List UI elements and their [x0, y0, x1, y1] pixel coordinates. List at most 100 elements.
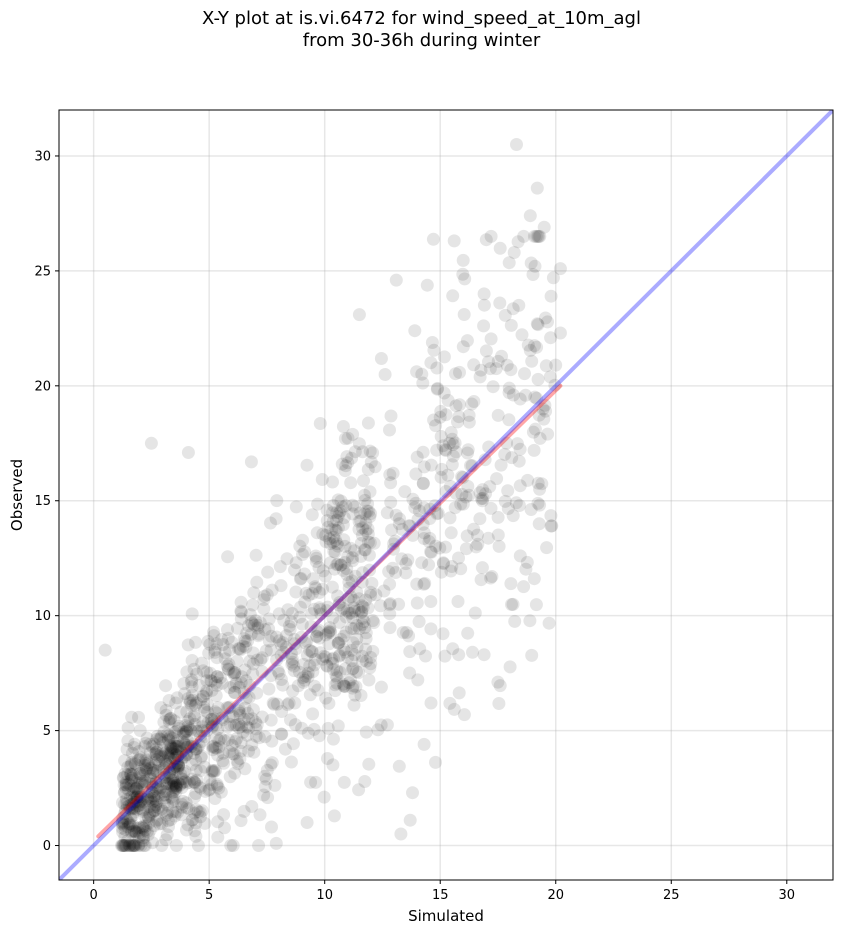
scatter-point: [383, 577, 397, 591]
scatter-point: [359, 593, 373, 607]
scatter-point: [169, 780, 183, 794]
scatter-point: [291, 679, 305, 693]
scatter-point: [303, 688, 317, 702]
scatter-point: [285, 655, 299, 669]
scatter-point: [203, 773, 217, 787]
scatter-point: [449, 486, 463, 500]
scatter-point: [394, 827, 408, 841]
scatter-point: [383, 423, 396, 437]
scatter-point: [211, 830, 225, 844]
scatter-point: [334, 558, 348, 572]
scatter-point: [305, 508, 319, 522]
scatter-point: [151, 781, 165, 795]
scatter-point: [384, 495, 398, 509]
scatter-point: [474, 363, 488, 377]
scatter-point: [452, 648, 466, 662]
scatter-point: [530, 340, 544, 354]
scatter-point: [535, 477, 549, 491]
scatter-point: [346, 662, 359, 676]
scatter-point: [352, 308, 366, 322]
scatter-point: [160, 757, 174, 771]
scatter-point: [163, 730, 177, 744]
scatter-point: [336, 500, 350, 514]
scatter-point: [453, 365, 466, 379]
scatter-point: [506, 597, 520, 611]
scatter-point: [316, 582, 330, 596]
scatter-point: [132, 839, 146, 852]
scatter-point: [316, 527, 330, 541]
scatter-point: [131, 784, 145, 798]
scatter-point: [344, 476, 358, 490]
scatter-point: [484, 501, 498, 515]
scatter-point: [321, 752, 334, 765]
scatter-point: [208, 792, 222, 805]
scatter-point: [321, 721, 335, 735]
scatter-point: [297, 657, 311, 671]
scatter-point: [158, 770, 171, 784]
scatter-point: [216, 638, 230, 651]
scatter-point: [238, 762, 252, 776]
scatter-point: [233, 706, 247, 720]
scatter-point: [218, 652, 232, 666]
scatter-point: [506, 388, 520, 402]
scatter-point: [527, 229, 541, 243]
scatter-point: [416, 517, 430, 531]
scatter-point: [233, 643, 247, 657]
scatter-point: [329, 524, 343, 538]
scatter-point: [130, 781, 144, 795]
scatter-point: [249, 715, 262, 729]
scatter-point: [319, 528, 333, 542]
scatter-point: [223, 717, 237, 731]
scatter-point: [479, 344, 493, 358]
scatter-point: [279, 641, 293, 655]
scatter-point: [309, 555, 323, 568]
scatter-points: [98, 138, 567, 852]
scatter-point: [319, 691, 333, 705]
scatter-point: [363, 536, 377, 550]
scatter-point: [149, 793, 162, 807]
scatter-point: [361, 527, 375, 541]
scatter-point: [336, 420, 350, 433]
scatter-point: [218, 821, 231, 835]
scatter-point: [221, 662, 235, 676]
grid: [59, 110, 833, 880]
scatter-point: [174, 752, 188, 766]
scatter-point: [344, 590, 358, 604]
scatter-point: [458, 272, 472, 286]
scatter-point: [151, 754, 165, 768]
scatter-point: [447, 234, 461, 248]
scatter-point: [98, 643, 112, 657]
scatter-point: [166, 731, 180, 745]
scatter-point: [147, 804, 161, 817]
scatter-point: [126, 819, 140, 832]
scatter-point: [242, 691, 256, 704]
scatter-point: [177, 725, 191, 739]
regression-line: [96, 383, 563, 839]
scatter-point: [133, 767, 147, 781]
scatter-point: [239, 640, 253, 654]
scatter-point: [209, 676, 223, 690]
scatter-point: [504, 577, 518, 591]
scatter-point: [298, 595, 312, 609]
scatter-point: [188, 711, 201, 725]
scatter-point: [232, 721, 246, 735]
scatter-point: [485, 570, 499, 583]
scatter-point: [171, 749, 185, 763]
scatter-point: [317, 790, 331, 804]
scatter-point: [187, 806, 201, 820]
scatter-point: [244, 627, 258, 641]
scatter-point: [363, 563, 376, 577]
scatter-point: [205, 720, 219, 734]
scatter-point: [166, 778, 180, 792]
scatter-point: [418, 576, 432, 590]
scatter-point: [332, 506, 346, 520]
scatter-point: [226, 665, 240, 679]
scatter-point: [288, 696, 302, 710]
scatter-point: [265, 756, 279, 770]
scatter-point: [132, 753, 145, 767]
scatter-point: [526, 425, 540, 439]
scatter-point: [334, 494, 348, 508]
scatter-point: [316, 652, 330, 666]
scatter-point: [443, 696, 457, 710]
scatter-point: [144, 772, 158, 786]
